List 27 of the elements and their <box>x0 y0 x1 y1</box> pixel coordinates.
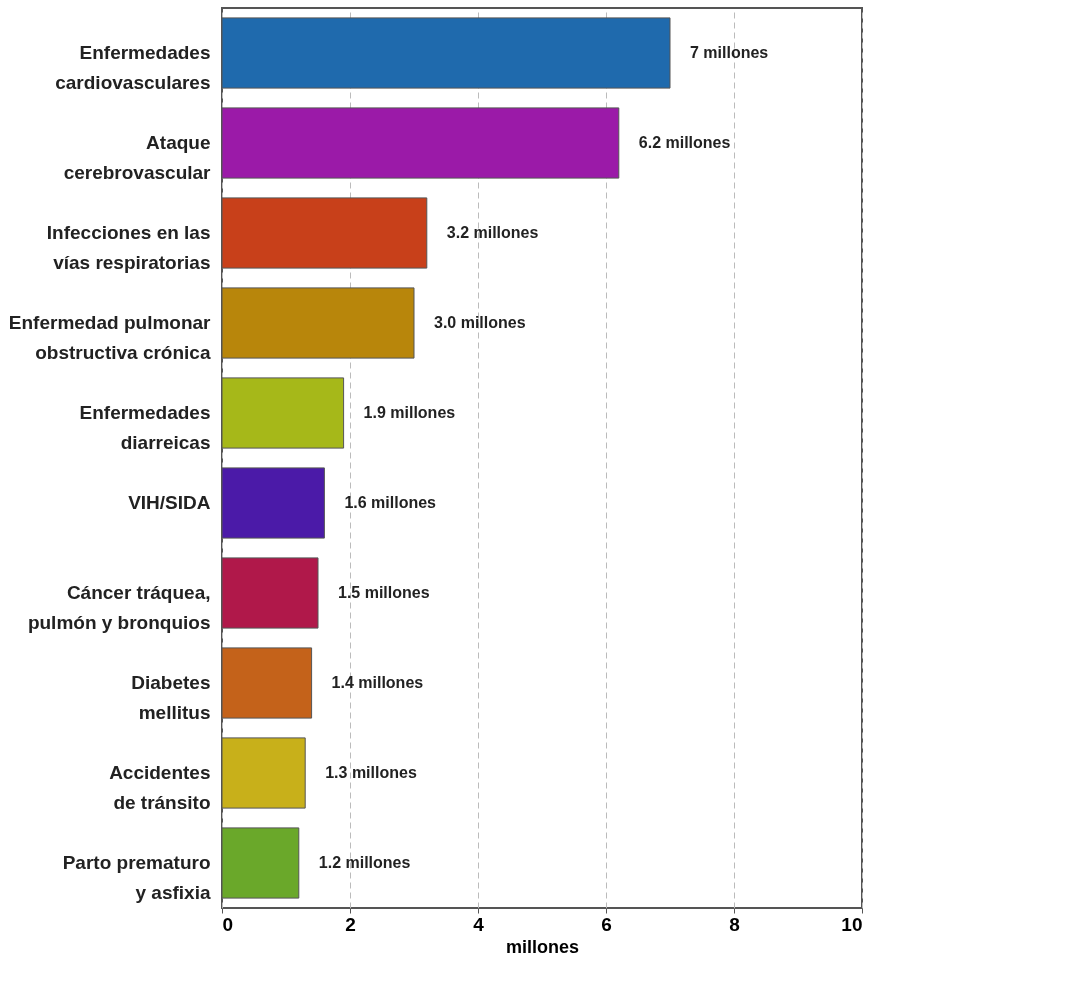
y-tick-label: Enfermedades cardiovasculares <box>55 42 211 93</box>
y-tick-label: VIH/SIDA <box>128 492 211 513</box>
data-label: 1.3 millones <box>325 764 417 781</box>
y-tick-label: Diabetes mellitus <box>131 672 211 723</box>
data-label: 1.5 millones <box>338 584 430 601</box>
data-label: 1.6 millones <box>344 494 437 511</box>
data-label: 1.9 millones <box>363 404 456 421</box>
data-label: 7 millones <box>690 44 769 61</box>
x-axis-title: millones <box>505 936 580 957</box>
y-tick-label: Parto prematuro y asfixia <box>62 852 211 903</box>
y-tick-label: Enfermedades diarreicas <box>79 402 211 453</box>
x-tick-label: 0 <box>222 913 234 935</box>
x-tick-label: 10 <box>841 913 863 935</box>
y-tick-label: Ataque cerebrovascular <box>63 132 212 183</box>
x-tick-label: 8 <box>729 913 740 935</box>
y-tick-label: Enfermedad pulmonar obstructiva crónica <box>8 312 212 363</box>
y-tick-label: Cáncer tráquea, pulmón y bronquios <box>27 582 211 633</box>
data-label: 1.4 millones <box>331 674 424 691</box>
y-tick-label: Accidentes de tránsito <box>109 762 211 813</box>
data-label: 3.2 millones <box>446 224 539 241</box>
x-tick-label: 4 <box>473 913 485 935</box>
data-label: 6.2 millones <box>638 134 731 151</box>
data-label: 1.2 millones <box>318 854 411 871</box>
data-label: 3.0 millones <box>434 314 526 331</box>
x-tick-label: 2 <box>345 913 356 935</box>
x-tick-label: 6 <box>601 913 612 935</box>
y-tick-label: Infecciones en las vías respiratorias <box>46 222 211 273</box>
